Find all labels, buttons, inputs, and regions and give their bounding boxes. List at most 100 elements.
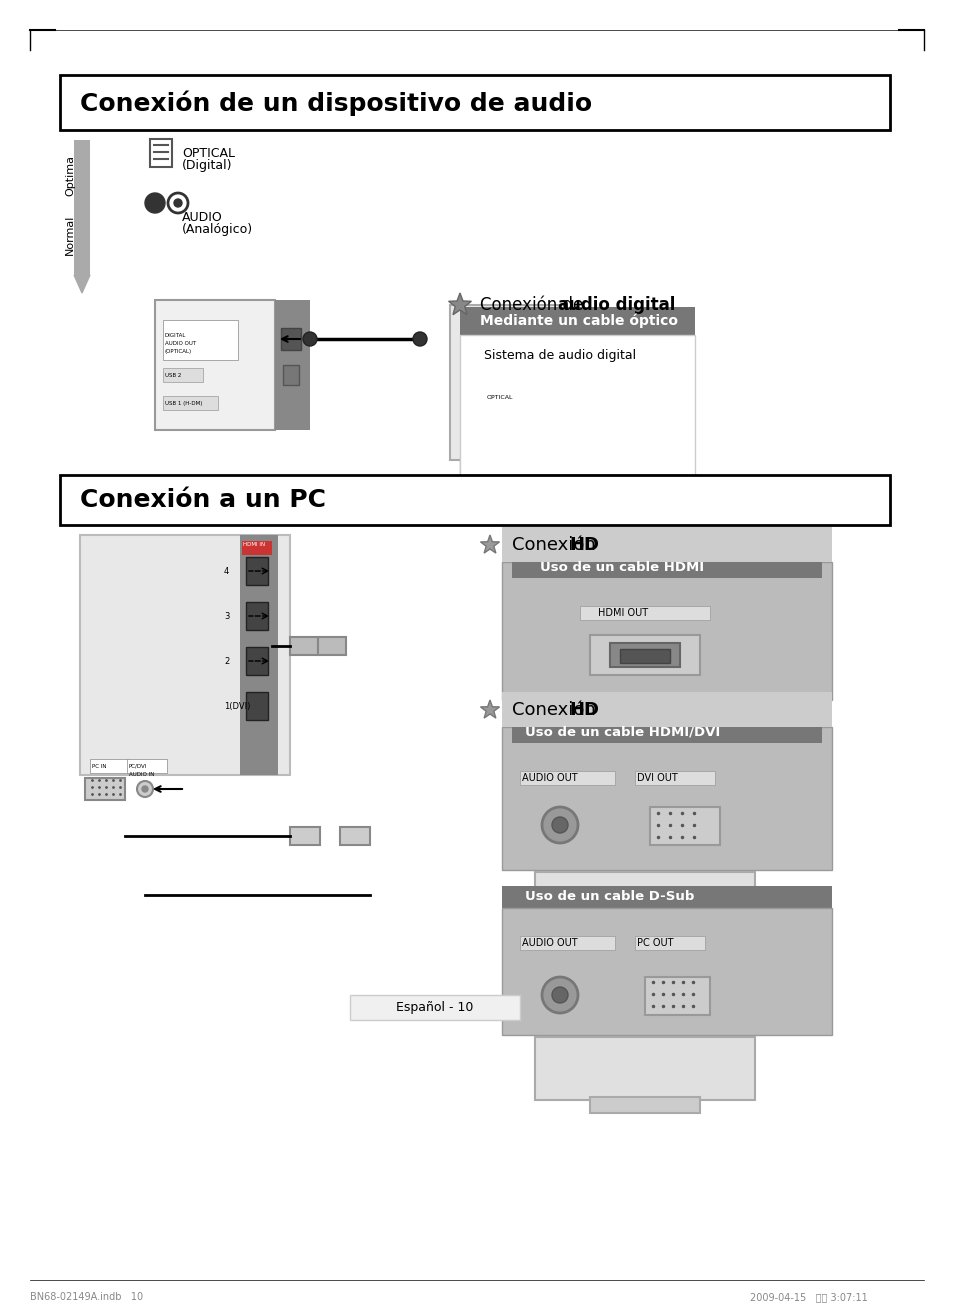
Bar: [350, 995, 519, 1020]
Text: Conexión: Conexión: [512, 537, 601, 554]
Bar: [589, 922, 700, 940]
Bar: [246, 692, 268, 721]
Bar: [635, 936, 704, 949]
Polygon shape: [480, 535, 499, 554]
Bar: [649, 807, 720, 846]
Text: Uso de un cable HDMI: Uso de un cable HDMI: [539, 560, 703, 573]
Bar: [127, 759, 167, 773]
Circle shape: [173, 199, 182, 206]
Bar: [495, 398, 515, 408]
Bar: [459, 306, 695, 335]
Text: Español - 10: Español - 10: [395, 1002, 474, 1014]
Circle shape: [142, 786, 148, 792]
Bar: [246, 647, 268, 675]
Circle shape: [541, 977, 578, 1013]
Bar: [281, 327, 301, 350]
Bar: [535, 872, 754, 924]
Text: AUDIO OUT: AUDIO OUT: [521, 938, 577, 948]
Bar: [512, 721, 821, 743]
Text: Optima: Optima: [65, 154, 75, 196]
Text: Conexión de: Conexión de: [479, 296, 588, 314]
Bar: [163, 396, 218, 410]
Text: 1(DVI): 1(DVI): [224, 701, 250, 710]
Bar: [501, 886, 831, 907]
Bar: [501, 562, 831, 700]
Bar: [150, 139, 172, 167]
Bar: [519, 936, 615, 949]
Text: Uso de un cable D-Sub: Uso de un cable D-Sub: [524, 890, 694, 903]
Bar: [163, 368, 203, 381]
Text: Conexión de un dispositivo de audio: Conexión de un dispositivo de audio: [80, 91, 592, 116]
Text: USB 1 (H-DM): USB 1 (H-DM): [165, 401, 202, 405]
Bar: [80, 535, 290, 775]
Bar: [459, 335, 695, 475]
Text: AUDIO: AUDIO: [182, 210, 222, 224]
Text: Conexión: Conexión: [512, 701, 601, 719]
Circle shape: [552, 817, 567, 832]
Bar: [609, 643, 679, 667]
Bar: [619, 650, 669, 663]
Bar: [60, 75, 889, 130]
Text: 4: 4: [224, 567, 229, 576]
Bar: [242, 540, 272, 555]
Text: Uso de un cable HDMI/DVI: Uso de un cable HDMI/DVI: [524, 726, 720, 739]
Bar: [154, 300, 274, 430]
Circle shape: [552, 988, 567, 1003]
Text: DVI OUT: DVI OUT: [637, 773, 677, 782]
Text: HDMI IN: HDMI IN: [243, 542, 265, 547]
Bar: [450, 305, 559, 460]
Circle shape: [145, 193, 165, 213]
Bar: [60, 475, 889, 525]
Text: AUDIO OUT: AUDIO OUT: [165, 341, 196, 346]
Bar: [535, 702, 754, 750]
Text: PC/DVI: PC/DVI: [129, 764, 147, 768]
Bar: [484, 396, 524, 410]
Text: Sistema de audio digital: Sistema de audio digital: [483, 348, 636, 362]
Bar: [246, 602, 268, 630]
Text: Normal: Normal: [65, 214, 75, 255]
Bar: [290, 827, 319, 846]
Bar: [501, 527, 831, 562]
Bar: [635, 771, 714, 785]
Text: DIGITAL: DIGITAL: [165, 333, 186, 338]
Bar: [274, 300, 310, 430]
Text: HD: HD: [568, 537, 598, 554]
Circle shape: [413, 331, 427, 346]
Circle shape: [541, 807, 578, 843]
Text: OPTICAL: OPTICAL: [486, 394, 513, 400]
Polygon shape: [448, 293, 471, 314]
Bar: [501, 727, 831, 871]
Text: BN68-02149A.indb   10: BN68-02149A.indb 10: [30, 1293, 143, 1302]
Bar: [579, 606, 709, 619]
Bar: [644, 977, 709, 1015]
Bar: [85, 778, 125, 800]
Bar: [501, 907, 831, 1035]
Bar: [283, 366, 298, 385]
Text: 2009-04-15   오후 3:07:11: 2009-04-15 오후 3:07:11: [749, 1293, 867, 1302]
Bar: [459, 458, 479, 475]
Text: 2: 2: [224, 656, 229, 665]
Bar: [512, 556, 821, 579]
Bar: [74, 139, 90, 275]
Bar: [589, 1097, 700, 1112]
Text: audio digital: audio digital: [558, 296, 675, 314]
Polygon shape: [480, 700, 499, 718]
Circle shape: [303, 331, 316, 346]
Text: Mediante un cable óptico: Mediante un cable óptico: [479, 314, 678, 329]
Bar: [246, 558, 268, 585]
Text: PC OUT: PC OUT: [637, 938, 673, 948]
Text: OPTICAL: OPTICAL: [182, 146, 234, 159]
Text: HD: HD: [568, 701, 598, 719]
Circle shape: [168, 193, 188, 213]
Text: AUDIO OUT: AUDIO OUT: [521, 773, 577, 782]
Bar: [163, 320, 237, 360]
Bar: [589, 747, 700, 765]
Bar: [317, 636, 346, 655]
Text: AUDIO IN: AUDIO IN: [129, 772, 154, 776]
Bar: [589, 635, 700, 675]
Bar: [535, 1038, 754, 1101]
Bar: [501, 692, 831, 727]
Bar: [339, 827, 370, 846]
Bar: [519, 458, 539, 475]
Circle shape: [137, 781, 152, 797]
